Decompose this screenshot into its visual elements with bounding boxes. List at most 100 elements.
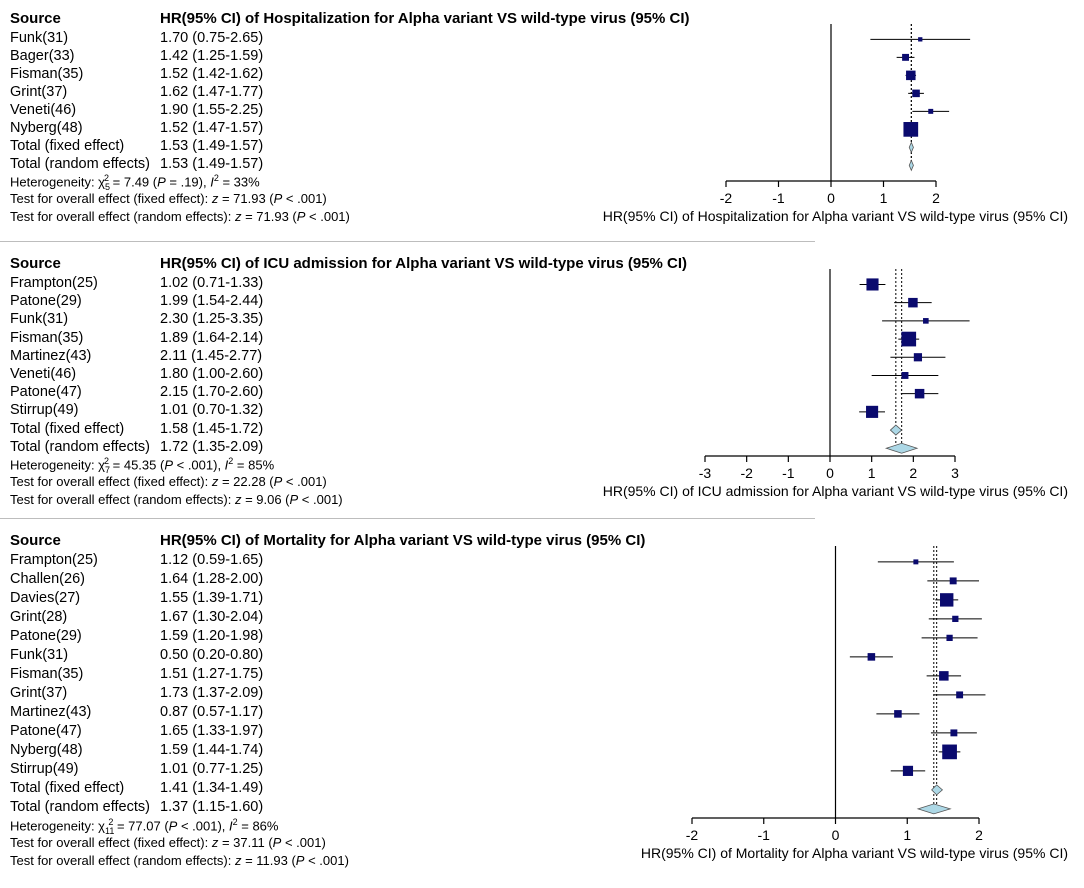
study-hr-value: 2.30 (1.25-3.35): [160, 311, 264, 328]
study-name: Patone(29): [10, 628, 82, 644]
study-name: Martinez(43): [10, 347, 92, 364]
study-hr-value: 1.90 (1.55-2.25): [160, 102, 264, 118]
study-hr-value: 0.87 (0.57-1.17): [160, 704, 264, 720]
random-effect-hr-value: 1.53 (1.49-1.57): [160, 156, 264, 172]
p-symbol: P: [272, 835, 282, 850]
study-hr-value: 1.80 (1.00-2.60): [160, 366, 264, 382]
study-hr-value: 1.62 (1.47-1.77): [160, 84, 264, 100]
study-estimate-square: [894, 710, 902, 718]
degrees-of-freedom: 7: [105, 464, 111, 475]
test-fixed-effect: Test for overall effect (fixed effect): …: [10, 474, 327, 489]
fixed-effect-name: Total (fixed effect): [10, 780, 125, 796]
square-exponent: 2: [228, 456, 234, 466]
study-hr-value: 2.11 (1.45-2.77): [160, 347, 263, 364]
p-value: < .001): [298, 492, 343, 507]
fixed-effect-diamond: [908, 141, 914, 154]
chi-symbol: χ: [98, 457, 105, 473]
square-exponent: 2: [104, 456, 110, 466]
p-value: < .001): [282, 474, 327, 489]
x-tick-label: 0: [826, 465, 834, 481]
test-prefix: Test for overall effect (fixed effect):: [10, 474, 212, 489]
i-squared-symbol: I: [210, 174, 214, 190]
study-name: Bager(33): [10, 48, 75, 64]
random-effect-hr-value: 1.37 (1.15-1.60): [160, 799, 264, 815]
study-hr-value: 1.59 (1.20-1.98): [160, 628, 264, 644]
panel-title: HR(95% CI) of ICU admission for Alpha va…: [160, 255, 688, 272]
study-hr-value: 1.99 (1.54-2.44): [160, 293, 264, 310]
study-hr-value: 1.55 (1.39-1.71): [160, 590, 264, 606]
study-estimate-square: [913, 559, 919, 565]
degrees-of-freedom: 11: [105, 825, 115, 836]
study-name: Martinez(43): [10, 704, 92, 720]
source-header: Source: [10, 10, 61, 27]
study-name: Fisman(35): [10, 666, 84, 682]
study-hr-value: 1.67 (1.30-2.04): [160, 609, 264, 625]
study-name: Frampton(25): [10, 275, 98, 291]
study-estimate-square: [949, 577, 957, 585]
x-axis-label: HR(95% CI) of ICU admission for Alpha va…: [603, 483, 1068, 499]
degrees-of-freedom: 5: [105, 181, 111, 192]
p-symbol: P: [273, 474, 283, 489]
study-hr-value: 1.65 (1.33-1.97): [160, 723, 264, 739]
test-random-effects: Test for overall effect (random effects)…: [10, 853, 349, 868]
chi-square-value: = 45.35 (: [109, 457, 165, 473]
study-name: Nyberg(48): [10, 742, 83, 758]
p-symbol: P: [157, 174, 166, 190]
study-estimate-square: [956, 691, 964, 699]
p-value: < .001),: [173, 457, 225, 473]
study-name: Veneti(46): [10, 102, 77, 118]
study-name: Challen(26): [10, 571, 85, 587]
source-header: Source: [10, 532, 61, 549]
study-estimate-square: [912, 89, 920, 98]
study-name: Funk(31): [10, 30, 69, 46]
z-symbol: z: [234, 209, 242, 224]
test-prefix: Test for overall effect (fixed effect):: [10, 191, 212, 206]
x-tick-label: -3: [699, 465, 712, 481]
study-name: Veneti(46): [10, 366, 77, 382]
square-exponent: 2: [232, 817, 238, 827]
heterogeneity-stat: Heterogeneity: χ72 = 45.35 (P < .001), I…: [10, 456, 274, 475]
study-hr-value: 1.42 (1.25-1.59): [160, 48, 264, 64]
random-effect-name: Total (random effects): [10, 438, 150, 455]
square-exponent: 2: [213, 173, 219, 183]
study-hr-value: 2.15 (1.70-2.60): [160, 384, 264, 401]
fixed-effect-name: Total (fixed effect): [10, 138, 125, 154]
study-estimate-square: [923, 318, 929, 324]
x-tick-label: -2: [686, 827, 699, 843]
test-prefix: Test for overall effect (random effects)…: [10, 492, 235, 507]
x-tick-label: -1: [758, 827, 771, 843]
random-effect-hr-value: 1.72 (1.35-2.09): [160, 438, 264, 455]
x-tick-label: 1: [903, 827, 911, 843]
study-name: Frampton(25): [10, 552, 98, 568]
study-estimate-square: [906, 70, 916, 81]
chi-symbol: χ: [98, 818, 105, 834]
study-name: Grint(28): [10, 609, 68, 625]
i-squared-value: = 86%: [237, 818, 279, 834]
i-squared-symbol: I: [224, 457, 229, 473]
random-effect-diamond: [908, 159, 914, 172]
test-random-effects: Test for overall effect (random effects)…: [10, 209, 350, 224]
p-symbol: P: [295, 853, 305, 868]
x-tick-label: 2: [909, 465, 917, 481]
z-value: = 11.93 (: [241, 853, 296, 868]
fixed-effect-name: Total (fixed effect): [10, 420, 125, 437]
study-hr-value: 1.01 (0.77-1.25): [160, 761, 264, 777]
heterogeneity-stat: Heterogeneity: χ112 = 77.07 (P < .001), …: [10, 817, 278, 836]
heterogeneity-prefix: Heterogeneity:: [10, 174, 99, 190]
test-fixed-effect: Test for overall effect (fixed effect): …: [10, 191, 327, 206]
p-symbol: P: [273, 191, 283, 206]
random-effect-name: Total (random effects): [10, 799, 150, 815]
study-name: Patone(47): [10, 384, 82, 401]
z-symbol: z: [211, 191, 219, 206]
study-hr-value: 0.50 (0.20-0.80): [160, 647, 264, 663]
study-estimate-square: [903, 122, 919, 137]
p-value: < .001),: [177, 818, 229, 834]
study-name: Funk(31): [10, 311, 69, 328]
z-value: = 9.06 (: [241, 492, 290, 507]
study-estimate-square: [908, 297, 918, 308]
study-estimate-square: [902, 765, 914, 776]
chi-symbol: χ: [98, 174, 105, 190]
p-symbol: P: [168, 818, 178, 834]
p-value: < .001): [281, 835, 326, 850]
study-estimate-square: [866, 278, 879, 291]
